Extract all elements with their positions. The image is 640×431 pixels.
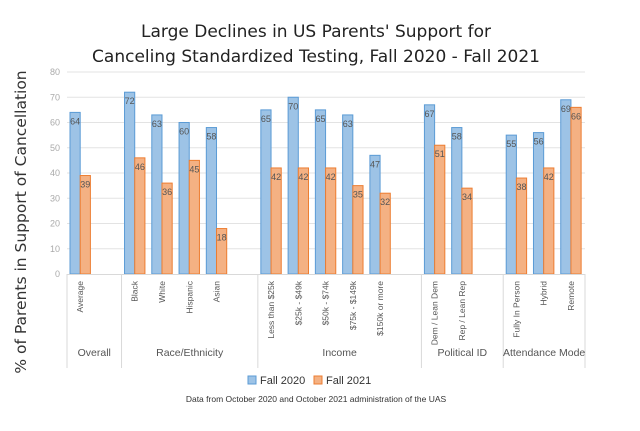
data-label: 69 bbox=[561, 104, 571, 114]
data-label: 46 bbox=[135, 162, 145, 172]
legend: Fall 2020 Fall 2021 bbox=[247, 375, 371, 387]
data-labels: 64 39 72 46 63 36 60 45 58 18 65 42 70 42 65 42 63 35 47 32… bbox=[70, 96, 581, 242]
category-label: Fully In Person bbox=[511, 281, 521, 338]
category-label: $25k - $49k bbox=[293, 280, 303, 325]
legend-label-fall-2020: Fall 2020 bbox=[260, 375, 305, 387]
data-label: 51 bbox=[435, 149, 445, 159]
category-label: Rep / Lean Rep bbox=[457, 281, 467, 341]
category-label: White bbox=[157, 281, 167, 303]
category-label: Hispanic bbox=[184, 280, 194, 313]
category-label: Remote bbox=[566, 281, 576, 311]
bar-fall-2021 bbox=[434, 144, 446, 275]
data-label: 63 bbox=[152, 119, 162, 129]
data-label: 58 bbox=[452, 132, 462, 142]
data-label: 32 bbox=[380, 197, 390, 207]
category-label: Average bbox=[75, 281, 85, 313]
legend-label-fall-2021: Fall 2021 bbox=[326, 375, 371, 387]
data-label: 66 bbox=[571, 111, 581, 121]
y-tick-label: 10 bbox=[50, 244, 60, 254]
bars bbox=[69, 91, 582, 275]
chart-title-line-2: Canceling Standardized Testing, Fall 202… bbox=[92, 47, 540, 67]
bar-fall-2020 bbox=[560, 99, 572, 275]
x-axis: Overall Average Race/Ethnicity Black White Hi… bbox=[66, 274, 586, 368]
data-label: 45 bbox=[189, 164, 199, 174]
data-label: 39 bbox=[80, 180, 90, 190]
y-tick-label: 80 bbox=[50, 67, 60, 77]
category-label: Dem / Lean Dem bbox=[430, 281, 440, 345]
data-label: 34 bbox=[462, 192, 472, 202]
data-label: 67 bbox=[425, 109, 435, 119]
y-tick-label: 50 bbox=[50, 143, 60, 153]
bar-fall-2021 bbox=[270, 167, 282, 275]
bar-fall-2020 bbox=[260, 109, 272, 275]
group-label: Race/Ethnicity bbox=[156, 347, 224, 359]
data-label: 42 bbox=[271, 172, 281, 182]
bar-fall-2020 bbox=[532, 132, 545, 275]
data-label: 58 bbox=[206, 132, 216, 142]
category-label: Hybrid bbox=[539, 281, 549, 306]
data-label: 36 bbox=[162, 187, 172, 197]
chart-title-line-1: Large Declines in US Parents' Support fo… bbox=[141, 22, 491, 42]
y-axis-title: % of Parents in Support of Cancellation bbox=[12, 70, 30, 373]
y-tick-label: 70 bbox=[50, 92, 60, 102]
bar-fall-2021 bbox=[325, 167, 337, 275]
data-label: 47 bbox=[370, 159, 380, 169]
data-label: 70 bbox=[288, 101, 298, 111]
legend-swatch-fall-2020 bbox=[247, 375, 257, 385]
data-label: 56 bbox=[534, 137, 544, 147]
data-label: 72 bbox=[125, 96, 135, 106]
data-label: 18 bbox=[217, 233, 227, 243]
data-label: 42 bbox=[544, 172, 554, 182]
category-label: Less than $25k bbox=[266, 280, 276, 338]
bar-fall-2021 bbox=[515, 177, 528, 275]
bar-fall-2020 bbox=[423, 104, 436, 275]
bar-fall-2020 bbox=[178, 122, 190, 275]
bar-fall-2020 bbox=[505, 134, 517, 275]
bar-fall-2020 bbox=[124, 91, 136, 275]
data-label: 64 bbox=[70, 116, 80, 126]
legend-swatch-fall-2021 bbox=[313, 375, 323, 385]
bar-fall-2020 bbox=[314, 109, 327, 275]
bar-fall-2020 bbox=[369, 154, 381, 275]
bar-fall-2021 bbox=[79, 175, 91, 275]
category-label: $50k - $74k bbox=[321, 280, 331, 325]
data-label: 63 bbox=[343, 119, 353, 129]
bar-fall-2020 bbox=[451, 127, 463, 275]
bar-fall-2020 bbox=[69, 111, 81, 275]
bar-fall-2020 bbox=[151, 114, 163, 275]
y-tick-label: 30 bbox=[50, 193, 60, 203]
data-label: 42 bbox=[326, 172, 336, 182]
group-label: Political ID bbox=[438, 347, 488, 359]
y-axis-ticks: 0 10 20 30 40 50 60 70 80 bbox=[50, 67, 60, 279]
category-label: $75k - $149k bbox=[348, 280, 358, 330]
data-label: 38 bbox=[517, 182, 527, 192]
data-label: 65 bbox=[261, 114, 271, 124]
category-label: Black bbox=[130, 280, 140, 302]
bar-fall-2021 bbox=[134, 157, 146, 275]
data-label: 42 bbox=[298, 172, 308, 182]
y-tick-label: 0 bbox=[55, 269, 60, 279]
bar-fall-2021 bbox=[570, 106, 582, 275]
data-label: 65 bbox=[315, 114, 325, 124]
bar-fall-2021 bbox=[543, 167, 555, 275]
group-label: Attendance Mode bbox=[503, 347, 585, 359]
bar-fall-2021 bbox=[188, 159, 200, 275]
y-tick-label: 40 bbox=[50, 168, 60, 178]
y-tick-label: 60 bbox=[50, 118, 60, 128]
bar-fall-2021 bbox=[297, 167, 310, 275]
category-label: $150k or more bbox=[375, 281, 385, 336]
data-label: 60 bbox=[179, 127, 189, 137]
footnote: Data from October 2020 and October 2021 … bbox=[186, 394, 447, 404]
category-label: Asian bbox=[212, 281, 222, 303]
bar-fall-2020 bbox=[342, 114, 354, 275]
y-tick-label: 20 bbox=[50, 219, 60, 229]
data-label: 55 bbox=[506, 139, 516, 149]
group-label: Overall bbox=[78, 347, 111, 359]
bar-fall-2020 bbox=[205, 127, 218, 275]
data-label: 35 bbox=[353, 190, 363, 200]
group-label: Income bbox=[322, 347, 357, 359]
bar-fall-2020 bbox=[287, 96, 299, 275]
